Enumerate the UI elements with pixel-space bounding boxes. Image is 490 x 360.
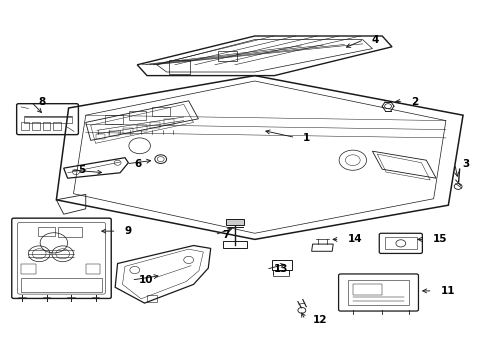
Bar <box>21 278 102 292</box>
Text: 14: 14 <box>347 234 362 244</box>
Bar <box>96 134 105 139</box>
Bar <box>150 122 160 128</box>
Text: 10: 10 <box>139 275 154 285</box>
Bar <box>147 295 157 302</box>
Text: 15: 15 <box>433 234 448 244</box>
Text: 4: 4 <box>372 35 379 45</box>
Bar <box>273 270 289 276</box>
Text: 8: 8 <box>39 96 46 107</box>
Bar <box>353 284 382 295</box>
Text: 2: 2 <box>411 96 418 107</box>
Bar <box>21 264 36 274</box>
Text: 3: 3 <box>463 159 470 169</box>
Text: 11: 11 <box>441 286 455 296</box>
Bar <box>137 125 147 131</box>
Bar <box>109 131 119 136</box>
Bar <box>164 119 174 125</box>
Bar <box>385 237 416 249</box>
Bar <box>152 107 170 116</box>
Bar <box>58 227 82 237</box>
Text: 13: 13 <box>274 264 289 274</box>
Bar <box>272 260 292 270</box>
Text: 9: 9 <box>124 226 132 236</box>
Bar <box>223 241 247 248</box>
Bar <box>226 219 244 225</box>
Text: 6: 6 <box>134 159 142 169</box>
Bar <box>38 227 55 236</box>
Bar <box>129 111 146 120</box>
Text: 7: 7 <box>222 230 230 240</box>
Bar <box>123 128 133 134</box>
Bar <box>218 51 237 61</box>
Bar <box>24 117 72 123</box>
Bar <box>105 115 122 124</box>
Bar <box>169 60 190 74</box>
Text: 1: 1 <box>303 132 311 143</box>
Bar <box>32 122 40 130</box>
Bar <box>43 122 50 130</box>
Bar <box>21 122 29 130</box>
Bar <box>53 122 61 130</box>
Bar <box>348 280 409 305</box>
Text: 12: 12 <box>313 315 328 325</box>
Text: 5: 5 <box>78 165 85 175</box>
Bar <box>86 264 100 274</box>
